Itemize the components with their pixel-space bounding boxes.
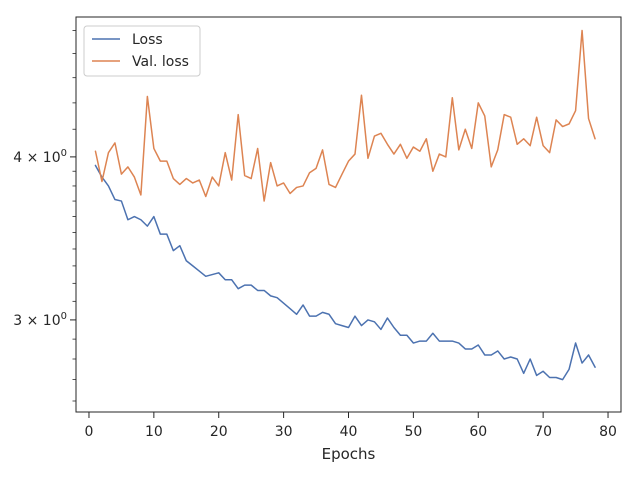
- y-tick-label: 3 × 100: [13, 311, 67, 329]
- legend-label-1: Loss: [132, 32, 163, 48]
- series-line-2: [94, 29, 596, 202]
- x-tick-label: 60: [469, 424, 487, 440]
- x-tick-label: 80: [599, 424, 617, 440]
- y-axis: 3 × 100 4 × 100: [13, 30, 76, 402]
- x-tick-label: 30: [275, 424, 293, 440]
- legend-label-2: Val. loss: [132, 54, 189, 70]
- y-tick-label: 4 × 100: [13, 148, 67, 166]
- x-tick-label: 0: [85, 424, 94, 440]
- plot-area: [76, 17, 621, 412]
- x-tick-label: 70: [534, 424, 552, 440]
- x-tick-label: 40: [340, 424, 358, 440]
- x-tick-label: 10: [145, 424, 163, 440]
- x-tick-label: 50: [404, 424, 422, 440]
- series-line-1: [94, 164, 596, 381]
- series-layer: [94, 29, 596, 381]
- x-tick-label: 20: [210, 424, 228, 440]
- x-axis-label: Epochs: [322, 445, 376, 463]
- legend: Loss Val. loss: [83, 25, 201, 77]
- x-axis: 0 10 20 30 40 50 60 70 80: [85, 412, 617, 440]
